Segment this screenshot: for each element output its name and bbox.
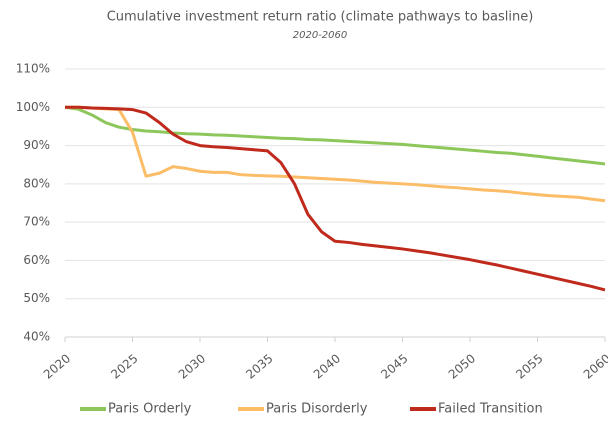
line	[64, 105, 606, 166]
x-tick-label: 2060	[581, 351, 608, 381]
x-tick-label: 2040	[311, 351, 343, 381]
x-tick-label: 2045	[378, 351, 410, 381]
y-tick-label: 80%	[23, 176, 50, 190]
y-tick-label: 70%	[23, 215, 50, 229]
y-tick-label: 50%	[23, 291, 50, 305]
y-tick-label: 110%	[16, 62, 50, 76]
line	[65, 105, 606, 203]
y-tick-label: 60%	[23, 253, 50, 267]
x-tick-label: 2055	[513, 351, 545, 381]
chart-title: Cumulative investment return ratio (clim…	[107, 10, 534, 25]
y-tick-label: 40%	[23, 330, 50, 344]
line	[65, 105, 606, 292]
x-tick-label: 2020	[41, 351, 73, 381]
y-tick-label: 100%	[16, 100, 50, 114]
x-tick-label: 2050	[446, 351, 478, 381]
legend-label: Failed Transition	[438, 402, 543, 417]
legend-label: Paris Orderly	[108, 402, 192, 417]
x-tick-label: 2025	[108, 351, 140, 381]
x-tick-label: 2035	[243, 351, 275, 381]
x-tick-label: 2030	[176, 351, 208, 381]
y-tick-label: 90%	[23, 138, 50, 152]
chart-subtitle: 2020-2060	[293, 30, 348, 41]
legend-label: Paris Disorderly	[266, 402, 368, 417]
